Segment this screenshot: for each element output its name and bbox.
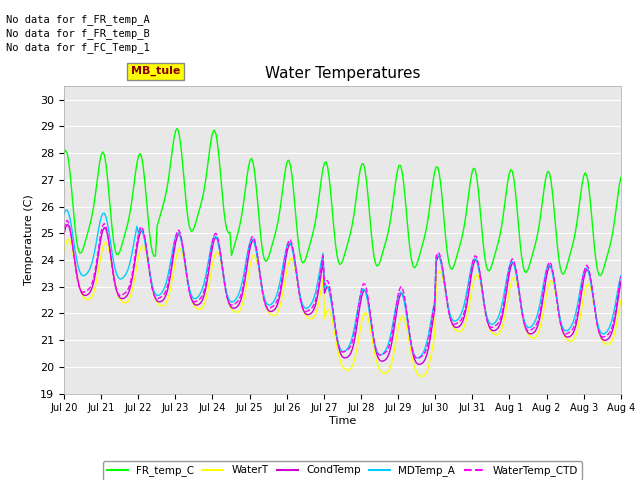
CondTemp (415, 361, 423, 367)
FR_temp_C (255, 220, 263, 226)
Text: No data for f_FR_temp_B: No data for f_FR_temp_B (6, 28, 150, 39)
Text: No data for f_FR_temp_A: No data for f_FR_temp_A (6, 13, 150, 24)
MDTemp_A (589, 293, 596, 299)
Legend: FR_temp_C, WaterT, CondTemp, MDTemp_A, WaterTemp_CTD: FR_temp_C, WaterT, CondTemp, MDTemp_A, W… (102, 461, 582, 480)
FR_temp_C (60, 151, 68, 156)
CondTemp (130, 266, 138, 272)
CondTemp (246, 245, 254, 251)
Y-axis label: Temperature (C): Temperature (C) (24, 194, 35, 286)
WaterT (305, 315, 313, 321)
CondTemp (305, 312, 313, 317)
CondTemp (60, 231, 68, 237)
MDTemp_A (228, 299, 236, 305)
WaterTemp_CTD (305, 307, 313, 313)
FR_temp_C (129, 195, 136, 201)
WaterT (617, 297, 625, 303)
WaterTemp_CTD (589, 292, 596, 298)
CondTemp (589, 291, 596, 297)
WaterTemp_CTD (255, 268, 263, 274)
MDTemp_A (414, 355, 422, 361)
Line: WaterT: WaterT (64, 239, 621, 376)
Line: MDTemp_A: MDTemp_A (64, 210, 621, 358)
FR_temp_C (173, 126, 181, 132)
WaterT (589, 296, 596, 301)
FR_temp_C (305, 244, 313, 250)
MDTemp_A (130, 240, 138, 246)
FR_temp_C (596, 273, 604, 278)
MDTemp_A (246, 239, 254, 245)
WaterT (246, 263, 254, 268)
Text: MB_tule: MB_tule (131, 66, 180, 76)
FR_temp_C (228, 252, 236, 258)
CondTemp (617, 279, 625, 285)
X-axis label: Time: Time (329, 416, 356, 426)
MDTemp_A (617, 273, 625, 278)
CondTemp (255, 266, 263, 272)
Line: FR_temp_C: FR_temp_C (64, 129, 621, 276)
FR_temp_C (617, 175, 625, 180)
MDTemp_A (305, 304, 313, 310)
WaterTemp_CTD (246, 240, 254, 245)
Text: No data for f_FC_Temp_1: No data for f_FC_Temp_1 (6, 42, 150, 53)
MDTemp_A (63, 207, 71, 213)
WaterTemp_CTD (414, 356, 422, 361)
WaterT (130, 280, 138, 286)
WaterT (65, 236, 72, 242)
MDTemp_A (255, 269, 263, 275)
WaterTemp_CTD (63, 217, 71, 223)
WaterT (228, 306, 236, 312)
FR_temp_C (588, 210, 595, 216)
FR_temp_C (246, 157, 254, 163)
WaterT (255, 270, 263, 276)
MDTemp_A (60, 211, 68, 217)
CondTemp (63, 222, 71, 228)
Line: WaterTemp_CTD: WaterTemp_CTD (64, 220, 621, 359)
WaterT (419, 373, 426, 379)
Line: CondTemp: CondTemp (64, 225, 621, 364)
WaterTemp_CTD (60, 226, 68, 231)
WaterTemp_CTD (617, 274, 625, 279)
Title: Water Temperatures: Water Temperatures (265, 66, 420, 81)
CondTemp (228, 305, 236, 311)
WaterT (60, 249, 68, 255)
WaterTemp_CTD (130, 261, 138, 267)
WaterTemp_CTD (228, 302, 236, 308)
